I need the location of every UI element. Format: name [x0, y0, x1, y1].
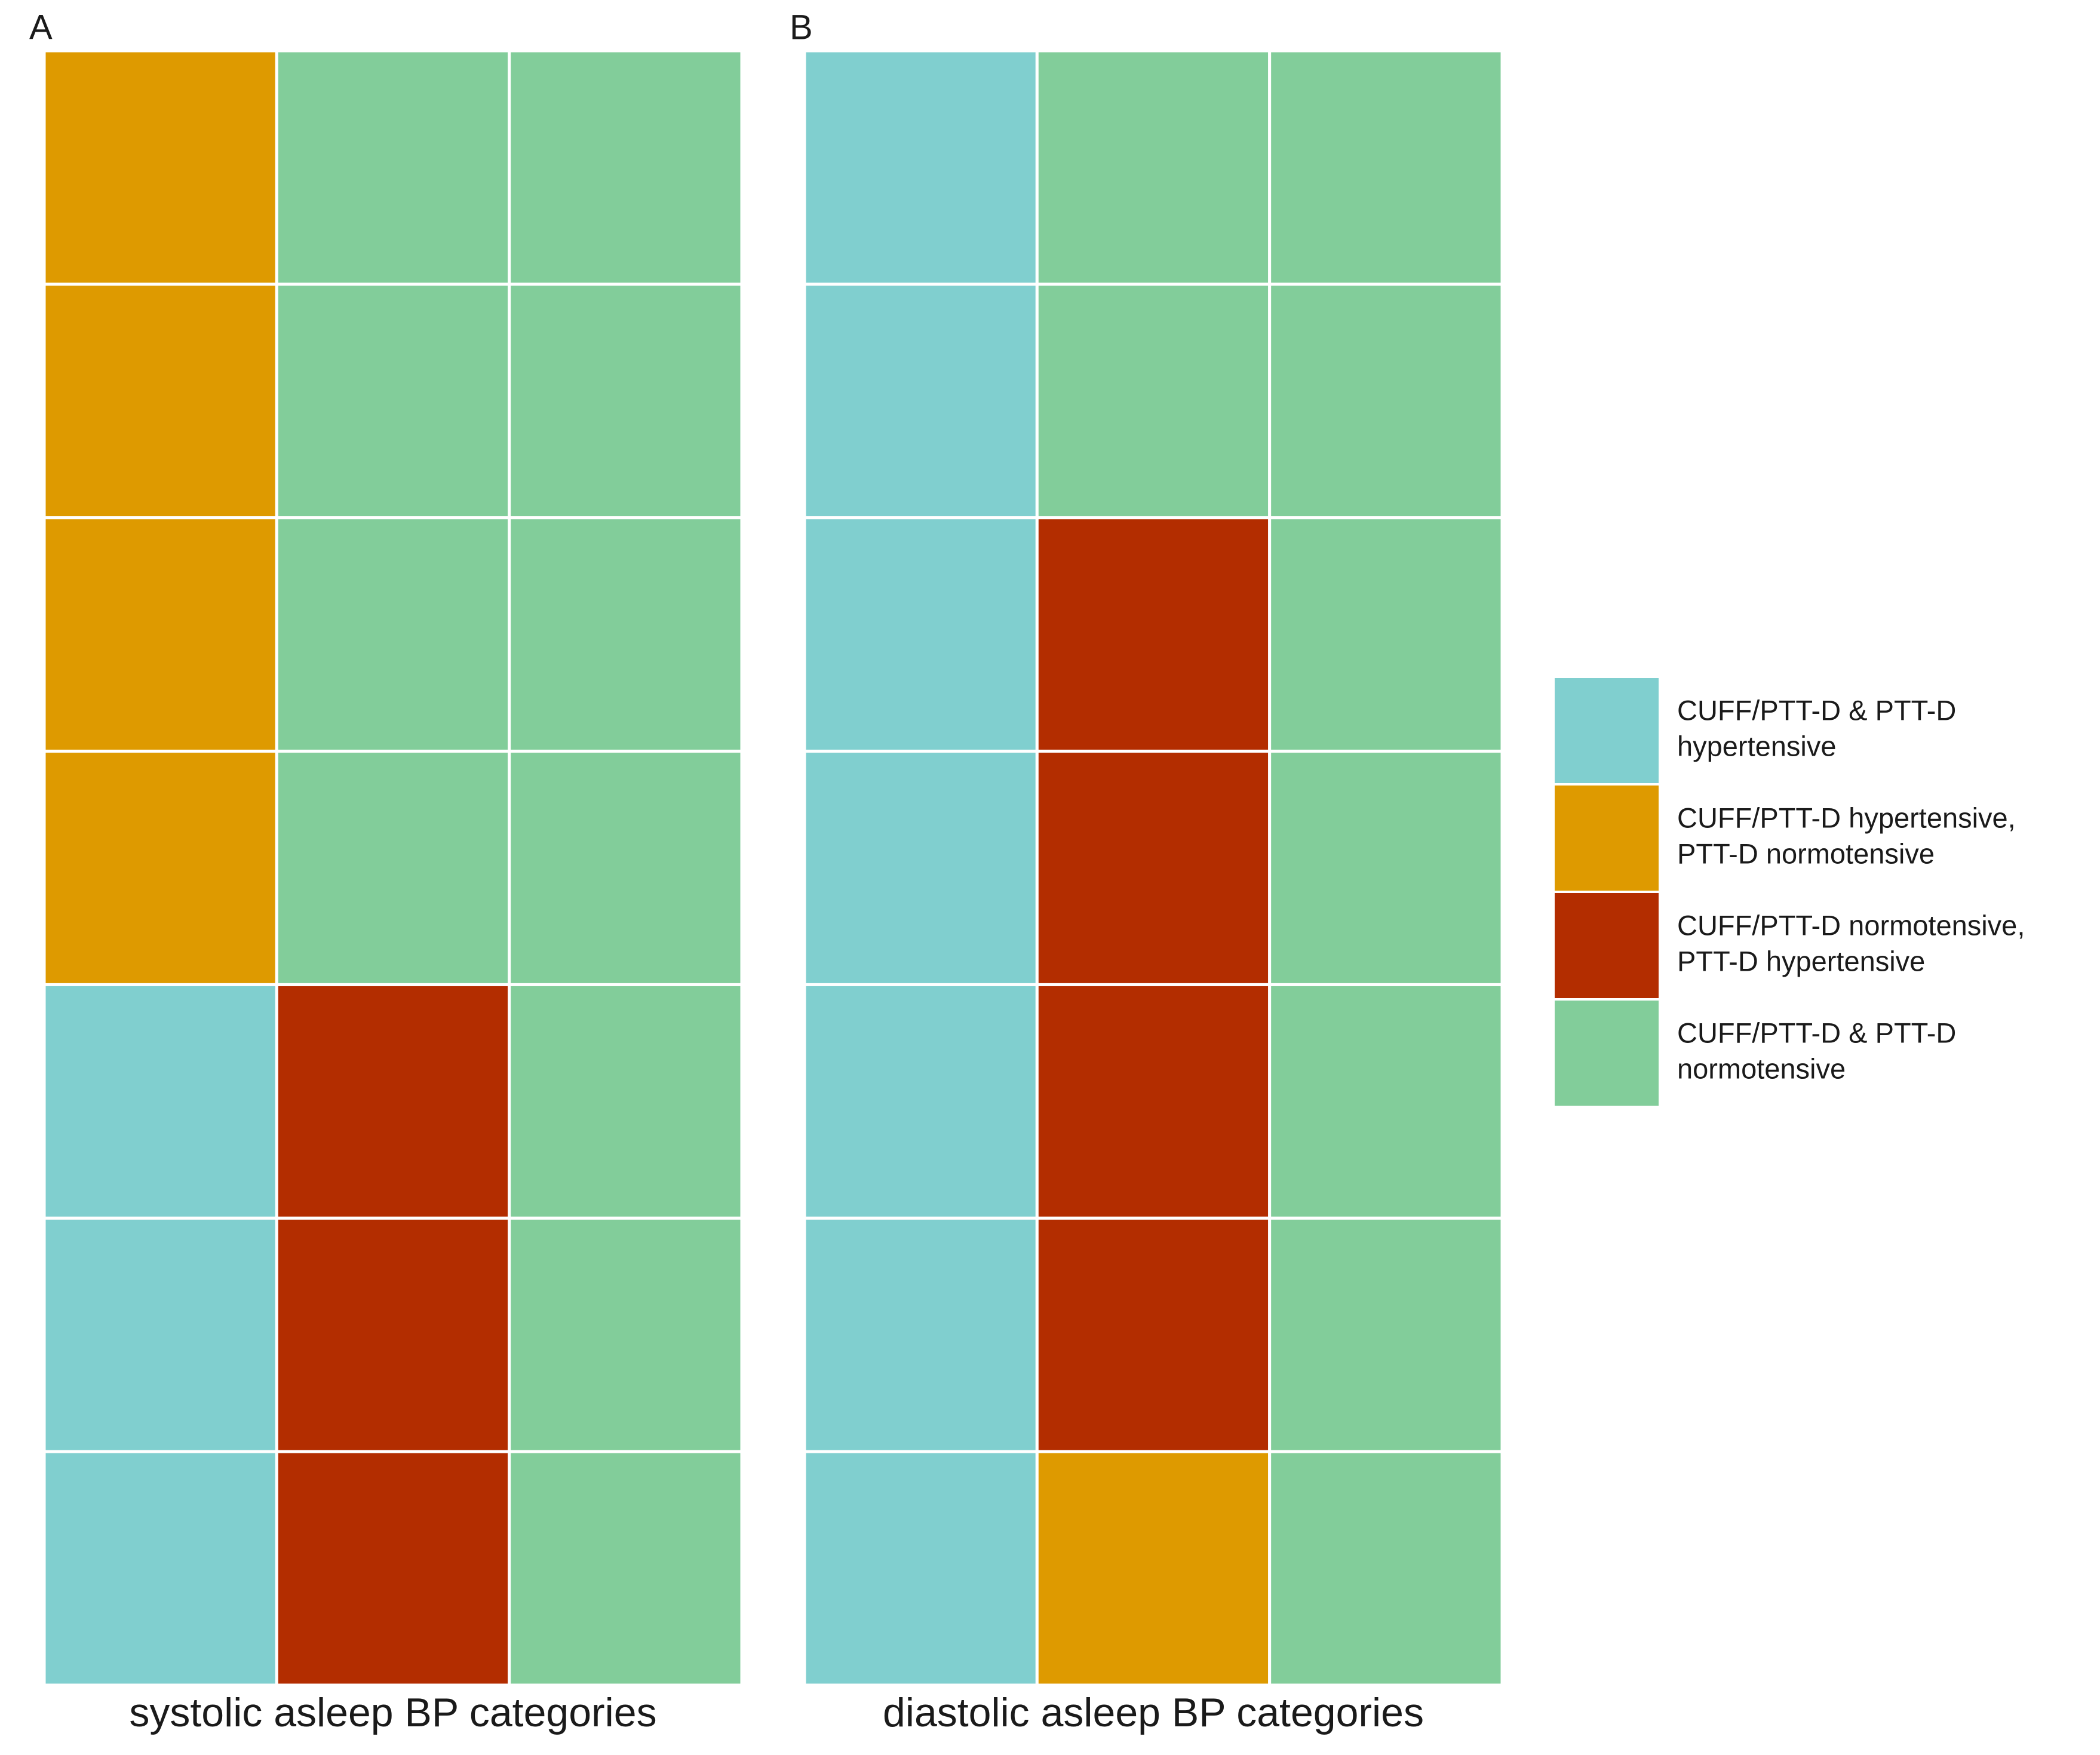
tile — [803, 750, 1039, 986]
tile — [1268, 983, 1504, 1220]
tile — [1268, 1216, 1504, 1453]
tile — [1035, 1450, 1272, 1687]
tile — [275, 49, 511, 286]
tile — [803, 516, 1039, 753]
tile — [1035, 49, 1272, 286]
tile — [508, 1216, 744, 1453]
tile — [275, 1450, 511, 1687]
tile — [803, 1216, 1039, 1453]
tile — [275, 750, 511, 986]
tile — [1268, 516, 1504, 753]
tile — [803, 1450, 1039, 1687]
legend-label: PTT-D normotensive — [1677, 837, 1935, 869]
tile — [508, 983, 744, 1220]
tile — [275, 1216, 511, 1453]
tile — [1268, 283, 1504, 520]
tile — [275, 283, 511, 520]
panel-label: B — [790, 8, 813, 47]
tile — [1035, 283, 1272, 520]
tile — [42, 1216, 278, 1453]
legend-label: PTT-D hypertensive — [1677, 945, 1925, 977]
tile — [275, 516, 511, 753]
tile — [1035, 1216, 1272, 1453]
x-axis-label: systolic asleep BP categories — [129, 1690, 656, 1735]
tile — [1268, 49, 1504, 286]
tile — [1035, 516, 1272, 753]
legend-label: CUFF/PTT-D & PTT-D — [1677, 1017, 1956, 1048]
legend-key — [1555, 786, 1659, 891]
legend-label: CUFF/PTT-D & PTT-D — [1677, 694, 1956, 726]
tile — [275, 983, 511, 1220]
tile — [42, 49, 278, 286]
legend-label: hypertensive — [1677, 730, 1837, 762]
tile — [508, 1450, 744, 1687]
tile — [1268, 750, 1504, 986]
legend-key — [1555, 893, 1659, 998]
tile — [1268, 1450, 1504, 1687]
legend-label: normotensive — [1677, 1053, 1846, 1084]
legend-key — [1555, 678, 1659, 783]
tile — [803, 283, 1039, 520]
tile — [42, 283, 278, 520]
tile — [803, 983, 1039, 1220]
tile — [1035, 750, 1272, 986]
tile — [508, 283, 744, 520]
tile — [42, 516, 278, 753]
tile — [508, 750, 744, 986]
tile — [508, 516, 744, 753]
legend-label: CUFF/PTT-D hypertensive, — [1677, 802, 2016, 833]
legend-key — [1555, 1001, 1659, 1106]
tile — [42, 983, 278, 1220]
tile — [42, 750, 278, 986]
tile — [803, 49, 1039, 286]
tile — [42, 1450, 278, 1687]
tile — [508, 49, 744, 286]
legend-label: CUFF/PTT-D normotensive, — [1677, 909, 2025, 941]
tile — [1035, 983, 1272, 1220]
panel-label: A — [29, 8, 53, 47]
x-axis-label: diastolic asleep BP categories — [883, 1690, 1424, 1735]
